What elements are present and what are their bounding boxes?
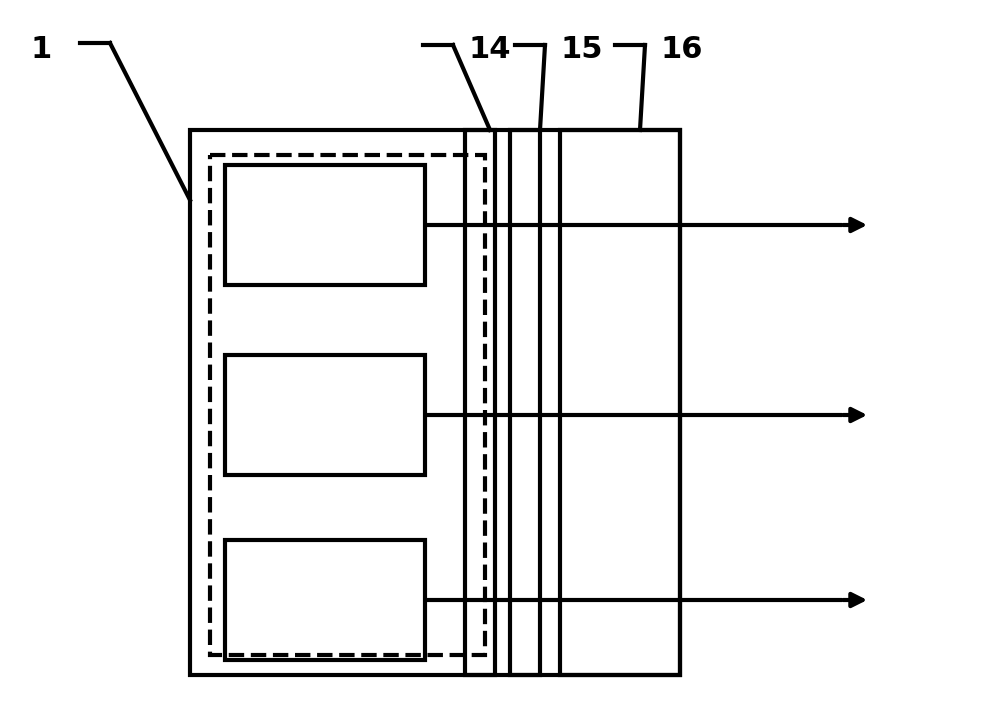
- Text: 16: 16: [660, 35, 702, 64]
- Text: 14: 14: [468, 35, 511, 64]
- Bar: [225, 355, 425, 475]
- Bar: [190, 130, 680, 675]
- Bar: [560, 130, 680, 675]
- Bar: [225, 540, 425, 660]
- Bar: [510, 130, 540, 675]
- Text: 15: 15: [560, 35, 602, 64]
- Bar: [210, 155, 485, 655]
- Bar: [465, 130, 495, 675]
- Text: 1: 1: [30, 35, 51, 64]
- Bar: [225, 165, 425, 285]
